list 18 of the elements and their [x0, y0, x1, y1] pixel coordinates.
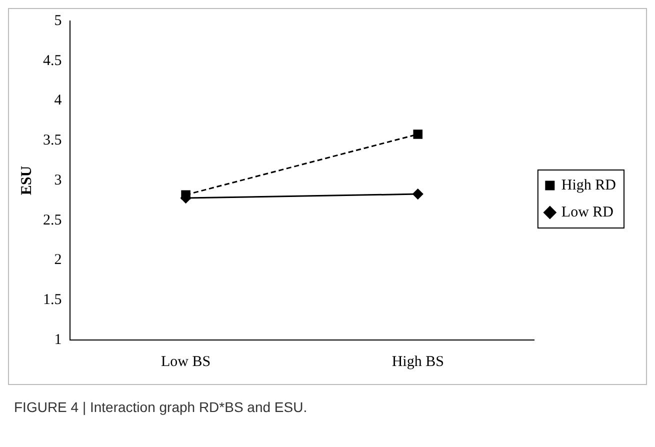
caption: FIGURE 4 | Interaction graph RD*BS and ESU.	[14, 399, 308, 415]
point	[413, 130, 423, 139]
y-tick-label: 4.5	[43, 52, 62, 69]
y-tick-label: 2.5	[43, 212, 62, 228]
point	[181, 190, 190, 200]
y-tick-label: 3.5	[43, 132, 62, 149]
x-tick-label: Low BS	[160, 354, 211, 370]
y-tick-label: 3	[54, 172, 62, 188]
legend-label: High RD	[561, 177, 616, 194]
y-tick-label: 2	[54, 252, 62, 268]
legend-label: Low RD	[561, 204, 614, 220]
point	[412, 188, 424, 200]
y-tick-label: 1	[54, 332, 62, 348]
y-axis-title: ESU	[18, 166, 35, 196]
y-tick-label: 4	[54, 92, 62, 109]
y-tick-label: 5	[54, 12, 62, 29]
y-tick-label: 1.5	[43, 292, 62, 308]
x-tick-label: High BS	[392, 354, 444, 370]
